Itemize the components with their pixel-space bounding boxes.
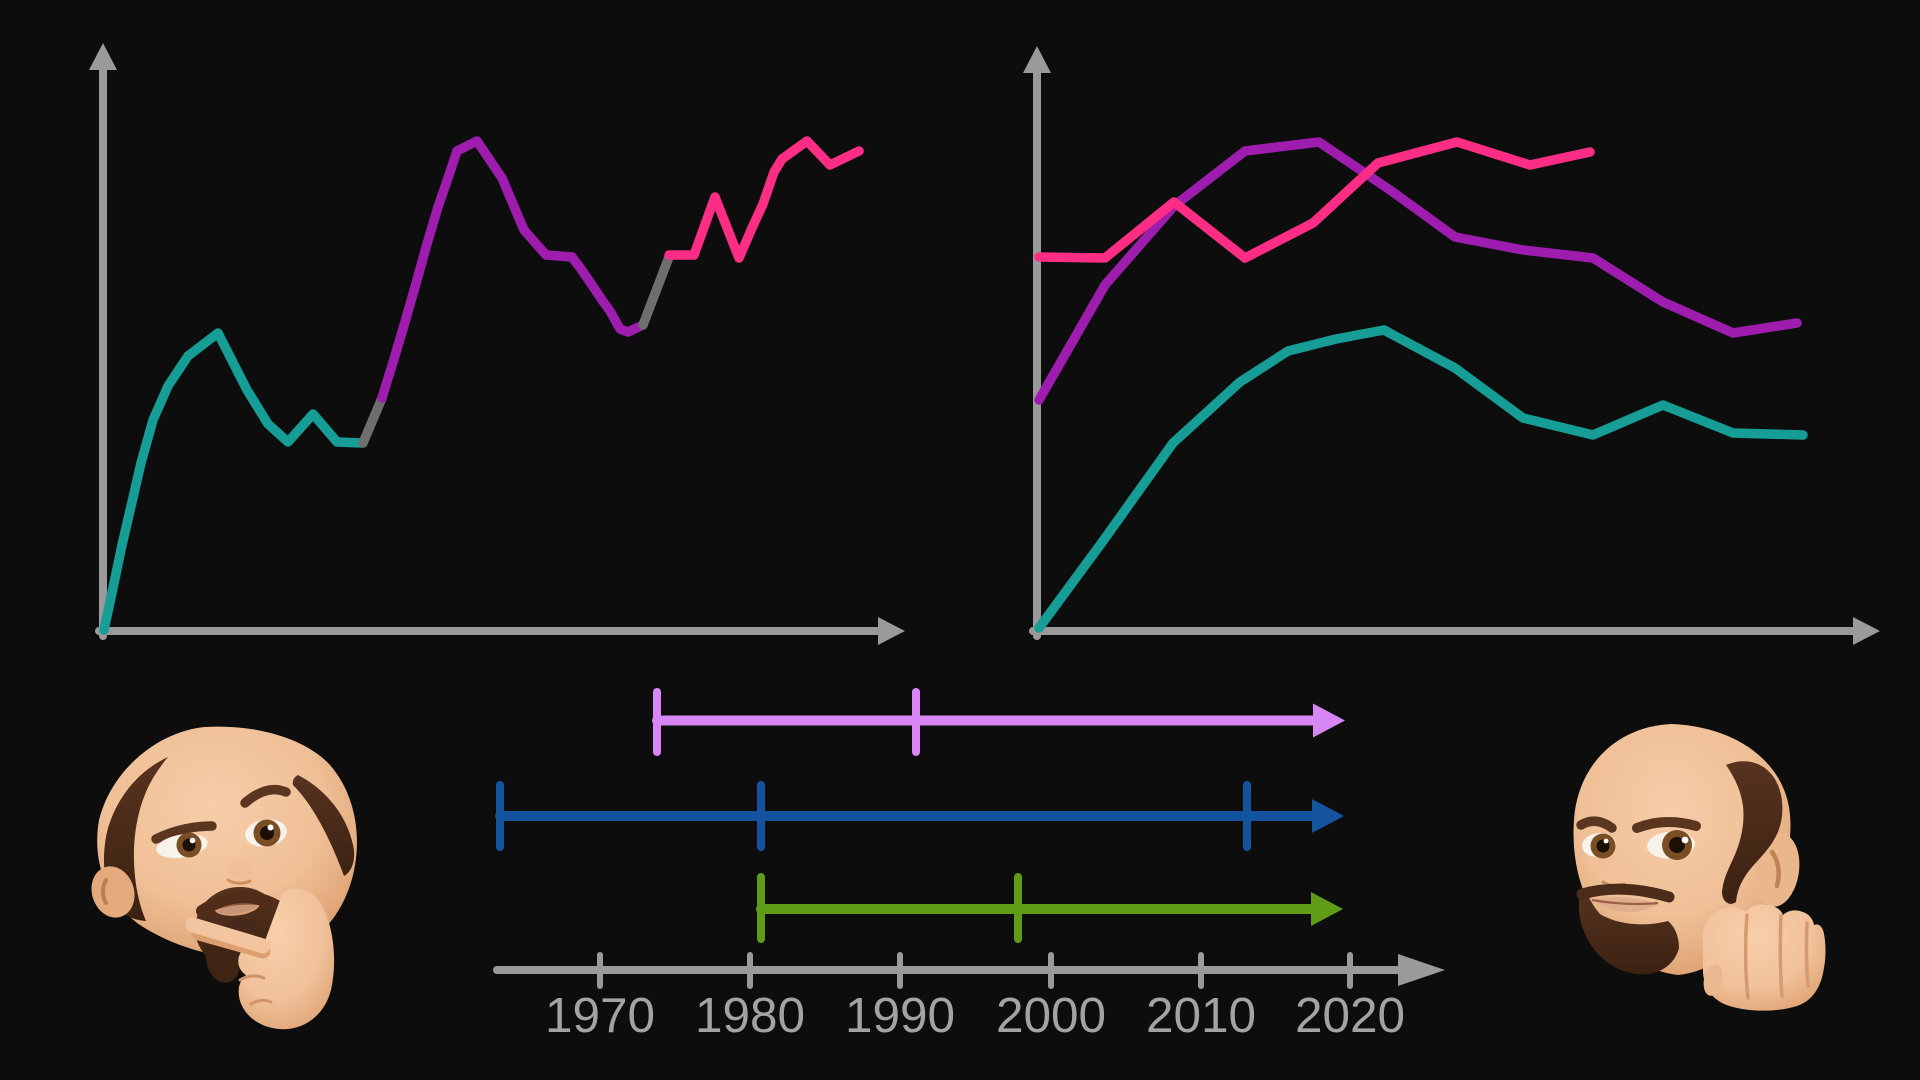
svg-text:1980: 1980 <box>695 988 805 1043</box>
svg-text:2020: 2020 <box>1295 988 1405 1043</box>
svg-text:1970: 1970 <box>545 988 655 1043</box>
svg-text:1990: 1990 <box>845 988 955 1043</box>
svg-text:2000: 2000 <box>996 988 1106 1043</box>
svg-text:2010: 2010 <box>1146 988 1256 1043</box>
